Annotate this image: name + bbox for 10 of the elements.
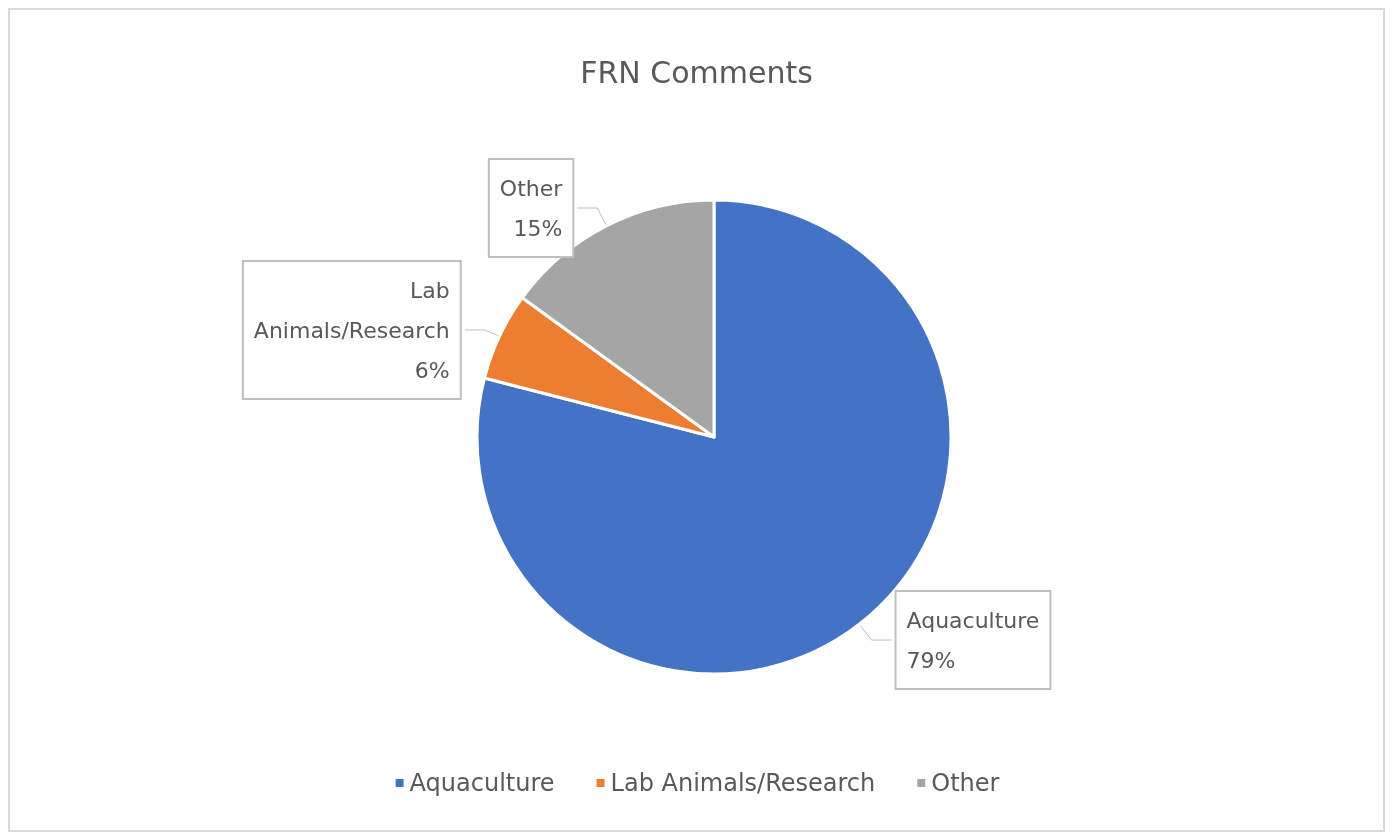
data-label: 79%: [906, 647, 956, 673]
legend-label: Aquaculture: [409, 769, 555, 797]
slice-label: Aquaculture: [906, 607, 1040, 633]
chart-title: FRN Comments: [580, 54, 813, 90]
slice-label: Lab Animals/Research: [253, 277, 450, 343]
slice-label: Other: [499, 175, 564, 201]
data-label: 15%: [513, 215, 563, 241]
data-label: 6%: [414, 357, 450, 383]
legend-label: Other: [931, 769, 1000, 797]
legend-label: Lab Animals/Research: [610, 769, 876, 797]
